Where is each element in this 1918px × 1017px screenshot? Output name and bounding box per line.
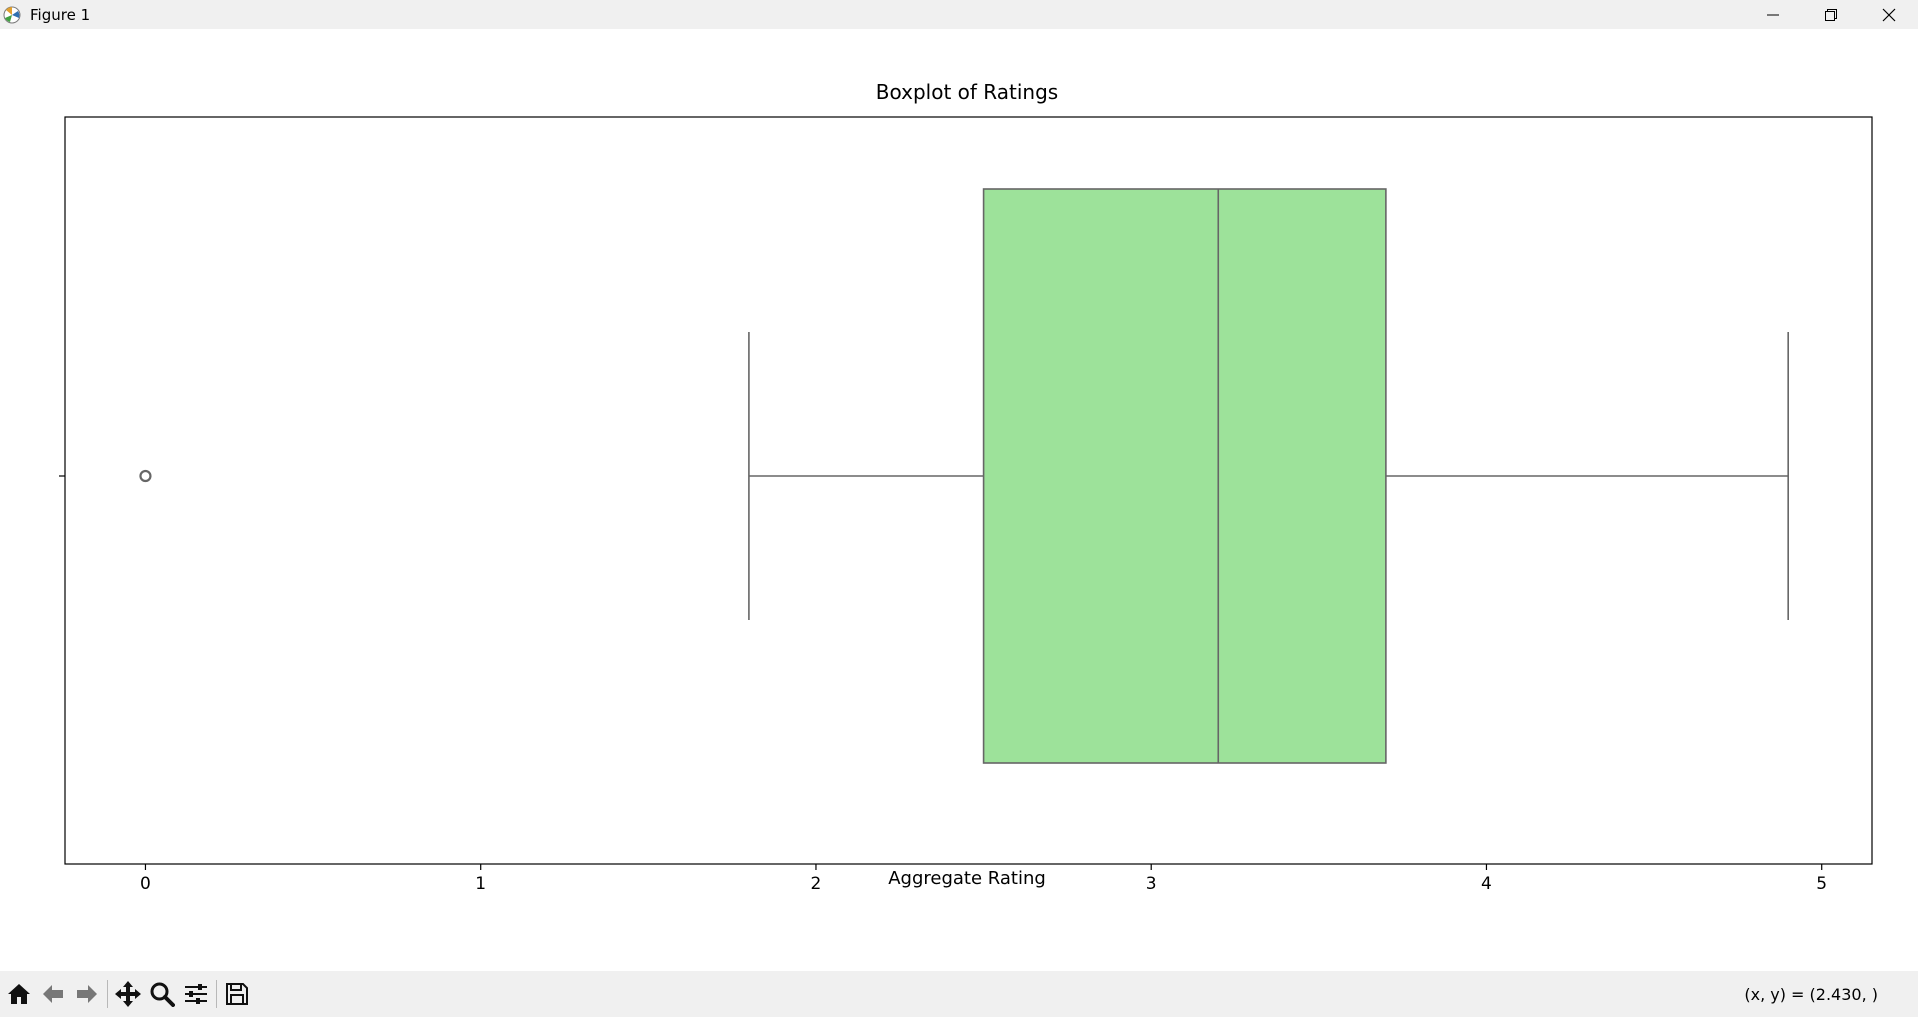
- minimize-button[interactable]: [1744, 0, 1802, 29]
- x-tick-label: 2: [811, 874, 822, 894]
- outlier-point: [139, 469, 152, 483]
- save-button[interactable]: [220, 976, 254, 1012]
- home-button[interactable]: [2, 976, 36, 1012]
- back-button[interactable]: [36, 976, 70, 1012]
- coordinate-readout: (x, y) = (2.430, ): [1744, 984, 1878, 1004]
- home-icon: [8, 984, 30, 1004]
- x-tick-label: 1: [475, 874, 486, 894]
- window-title: Figure 1: [30, 5, 91, 24]
- boxplot-chart: Boxplot of Ratings 0 1 2 3 4 5 Aggregate Rati…: [59, 80, 1873, 894]
- close-button[interactable]: [1860, 0, 1918, 29]
- restore-button[interactable]: [1802, 0, 1860, 29]
- toolbar-separator: [216, 980, 217, 1008]
- minimize-icon: [1767, 14, 1779, 15]
- pan-button[interactable]: [111, 976, 145, 1012]
- figure-canvas[interactable]: Boxplot of Ratings 0 1 2 3 4 5 Aggregate Rati…: [0, 29, 1918, 971]
- window-titlebar: Figure 1: [0, 0, 1918, 29]
- configure-subplots-button[interactable]: [179, 976, 213, 1012]
- iqr-box: [982, 188, 1387, 764]
- forward-button[interactable]: [70, 976, 104, 1012]
- chart-title: Boxplot of Ratings: [876, 80, 1058, 104]
- forward-arrow-icon: [77, 985, 97, 1003]
- x-tick-label: 0: [140, 874, 151, 894]
- x-tick-label: 4: [1481, 874, 1492, 894]
- toolbar-separator: [107, 980, 108, 1008]
- zoom-button[interactable]: [145, 976, 179, 1012]
- matplotlib-app-icon: [2, 5, 22, 25]
- x-axis-label: Aggregate Rating: [888, 868, 1046, 889]
- window-controls: [1744, 0, 1918, 29]
- restore-icon: [1825, 8, 1837, 21]
- x-tick-label: 3: [1146, 874, 1157, 894]
- navigation-toolbar: (x, y) = (2.430, ): [0, 971, 1918, 1017]
- configure-subplots-icon: [185, 984, 207, 1004]
- pan-icon: [115, 981, 141, 1007]
- back-arrow-icon: [43, 985, 63, 1003]
- x-tick-label: 5: [1816, 874, 1827, 894]
- zoom-icon: [150, 982, 175, 1007]
- axes-frame: [64, 116, 1873, 865]
- save-icon: [226, 983, 248, 1005]
- close-icon: [1882, 8, 1896, 21]
